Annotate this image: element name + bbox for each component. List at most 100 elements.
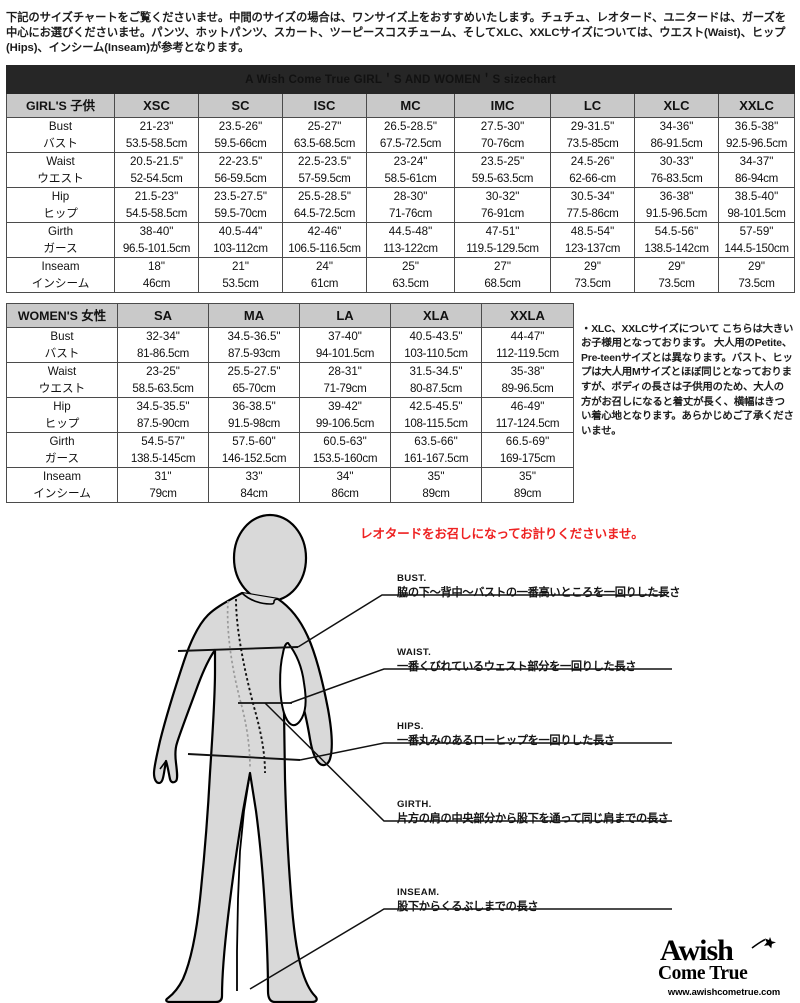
- womens-rowlabel-header: WOMEN'S 女性: [6, 302, 118, 328]
- cell-inseam-imc: 27" 68.5cm: [454, 256, 551, 293]
- callout-hips: HIPS. 一番丸みのあるローヒップを一回りした長さ: [397, 721, 697, 749]
- row-label-en: Bust: [48, 119, 73, 133]
- cell-hip-xla: 42.5-45.5" 108-115.5cm: [390, 396, 482, 433]
- table-row: Waist ウエスト 23-25" 58.5-63.5cm 25.5-27.5" 6…: [6, 361, 574, 398]
- girls-header-row: GIRL'S 子供 XSC SC ISC MC IMC LC XLC XXLC: [6, 92, 796, 118]
- row-label-inseam: Inseam インシーム: [6, 256, 115, 293]
- row-label-girth: Girth ガース: [6, 431, 118, 468]
- logo-line-awish: Awish: [654, 935, 794, 965]
- cell-waist-sc: 22-23.5" 56-59.5cm: [198, 151, 283, 188]
- cell-waist-la: 28-31" 71-79cm: [299, 361, 391, 398]
- row-label-girth: Girth ガース: [6, 221, 115, 258]
- cell-inseam-mc: 25" 63.5cm: [366, 256, 455, 293]
- callout-description: 一番くびれているウェスト部分を一回りした長さ: [397, 660, 637, 673]
- womens-col-header-xxla: XXLA: [481, 302, 574, 328]
- cell-waist-xxla: 35-38" 89-96.5cm: [481, 361, 574, 398]
- callout-description: 脇の下～背中～バストの一番高いところを一回りした長さ: [397, 586, 681, 599]
- girls-col-header-xsc: XSC: [114, 92, 199, 118]
- table-row: Inseam インシーム 18" 46cm 21" 53.5cm 24" 61cm 2…: [6, 256, 796, 293]
- callout-description: 片方の肩の中央部分から股下を通って同じ肩までの長さ: [397, 812, 669, 825]
- callout-waist: WAIST. 一番くびれているウェスト部分を一回りした長さ: [397, 647, 697, 675]
- cell-girth-xlc: 54.5-56" 138.5-142cm: [634, 221, 719, 258]
- cell-waist-xsc: 20.5-21.5" 52-54.5cm: [114, 151, 199, 188]
- table-row: Hip ヒップ 21.5-23" 54.5-58.5cm 23.5-27.5" 59…: [6, 186, 796, 223]
- cell-hip-xsc: 21.5-23" 54.5-58.5cm: [114, 186, 199, 223]
- callout-caption: INSEAM.: [397, 886, 440, 898]
- row-label-en: Girth: [47, 224, 74, 238]
- row-label-jp: ガース: [43, 241, 78, 255]
- row-label-en: Girth: [49, 434, 75, 448]
- row-label-inseam: Inseam インシーム: [6, 466, 118, 503]
- row-label-jp: ヒップ: [44, 416, 80, 430]
- cell-waist-isc: 22.5-23.5" 57-59.5cm: [282, 151, 367, 188]
- row-label-en: Hip: [53, 399, 71, 413]
- cell-waist-lc: 24.5-26" 62-66-cm: [550, 151, 635, 188]
- callout-girth: GIRTH. 片方の肩の中央部分から股下を通って同じ肩までの長さ: [397, 799, 697, 827]
- cell-girth-xla: 63.5-66" 161-167.5cm: [390, 431, 482, 468]
- cell-inseam-xsc: 18" 46cm: [114, 256, 199, 293]
- table-row: Inseam インシーム 31" 79cm 33" 84cm 34" 86cm 35"…: [6, 466, 574, 503]
- row-label-bust: Bust バスト: [6, 116, 115, 153]
- cell-inseam-xlc: 29" 73.5cm: [634, 256, 719, 293]
- girls-col-header-xxlc: XXLC: [717, 92, 796, 118]
- girls-col-header-mc: MC: [366, 92, 455, 118]
- measurement-diagram: レオタードをお召しになってお計りくださいませ。: [0, 511, 800, 1003]
- cell-bust-xla: 40.5-43.5" 103-110.5cm: [390, 326, 482, 363]
- cell-waist-mc: 23-24" 58.5-61cm: [366, 151, 455, 188]
- cell-inseam-xxlc: 29" 73.5cm: [717, 256, 796, 293]
- xlc-xxlc-note: ・XLC、XXLCサイズについて こちらは大きいお子様用となっております。 大人…: [581, 323, 794, 437]
- womens-sizechart-table: WOMEN'S 女性 SA MA LA XLA XXLA Bust バスト 32…: [6, 302, 574, 503]
- row-label-jp: インシーム: [31, 276, 90, 290]
- cell-hip-xxlc: 38.5-40" 98-101.5cm: [717, 186, 796, 223]
- cell-inseam-xla: 35" 89cm: [390, 466, 482, 503]
- girls-col-header-lc: LC: [550, 92, 635, 118]
- shooting-star-icon: [751, 936, 776, 949]
- cell-hip-sc: 23.5-27.5" 59.5-70cm: [198, 186, 283, 223]
- cell-inseam-sc: 21" 53.5cm: [198, 256, 283, 293]
- row-label-en: Hip: [51, 189, 70, 203]
- cell-bust-xxla: 44-47" 112-119.5cm: [481, 326, 574, 363]
- womens-sizechart-wrap: WOMEN'S 女性 SA MA LA XLA XXLA Bust バスト 32…: [6, 302, 574, 503]
- cell-inseam-la: 34" 86cm: [299, 466, 391, 503]
- cell-waist-imc: 23.5-25" 59.5-63.5cm: [454, 151, 551, 188]
- callout-description: 一番丸みのあるローヒップを一回りした長さ: [397, 734, 615, 747]
- cell-girth-ma: 57.5-60" 146-152.5cm: [208, 431, 300, 468]
- cell-inseam-isc: 24" 61cm: [282, 256, 367, 293]
- row-label-hip: Hip ヒップ: [6, 396, 118, 433]
- row-label-jp: ガース: [44, 451, 80, 465]
- row-label-jp: インシーム: [33, 486, 91, 500]
- body-silhouette-figure: [152, 513, 333, 1003]
- table-row: Hip ヒップ 34.5-35.5" 87.5-90cm 36-38.5" 91.5…: [6, 396, 574, 433]
- cell-girth-lc: 48.5-54" 123-137cm: [550, 221, 635, 258]
- table-row: Girth ガース 38-40" 96.5-101.5cm 40.5-44" 103…: [6, 221, 796, 258]
- cell-bust-xsc: 21-23" 53.5-58.5cm: [114, 116, 199, 153]
- girls-sizechart-table: A Wish Come True GIRL＇S AND WOMEN＇S size…: [5, 64, 796, 293]
- cell-hip-ma: 36-38.5" 91.5-98cm: [208, 396, 300, 433]
- cell-inseam-sa: 31" 79cm: [117, 466, 209, 503]
- callout-caption: GIRTH.: [397, 798, 432, 810]
- row-label-en: Inseam: [42, 469, 82, 483]
- row-label-en: Waist: [47, 364, 77, 378]
- girls-sizechart-wrap: A Wish Come True GIRL＇S AND WOMEN＇S size…: [0, 64, 800, 293]
- row-label-bust: Bust バスト: [6, 326, 118, 363]
- logo-line-cometrue: Come True: [658, 962, 748, 984]
- banner-row: A Wish Come True GIRL＇S AND WOMEN＇S size…: [5, 64, 796, 94]
- table-row: Bust バスト 32-34" 81-86.5cm 34.5-36.5" 87.5-…: [6, 326, 574, 363]
- girls-col-header-sc: SC: [198, 92, 283, 118]
- cell-girth-xxla: 66.5-69" 169-175cm: [481, 431, 574, 468]
- cell-inseam-ma: 33" 84cm: [208, 466, 300, 503]
- leader-lines: [249, 593, 672, 990]
- cell-hip-mc: 28-30" 71-76cm: [366, 186, 455, 223]
- row-label-waist: Waist ウエスト: [6, 151, 115, 188]
- cell-girth-mc: 44.5-48" 113-122cm: [366, 221, 455, 258]
- table-row: Waist ウエスト 20.5-21.5" 52-54.5cm 22-23.5" 5…: [6, 151, 796, 188]
- womens-col-header-la: LA: [299, 302, 391, 328]
- row-label-jp: ウエスト: [37, 171, 84, 185]
- cell-bust-xlc: 34-36" 86-91.5cm: [634, 116, 719, 153]
- cell-hip-la: 39-42" 99-106.5cm: [299, 396, 391, 433]
- leotard-instruction-heading: レオタードをお召しになってお計りくださいませ。: [360, 526, 644, 541]
- callout-caption: WAIST.: [397, 646, 432, 658]
- girls-rowlabel-header: GIRL'S 子供: [6, 92, 115, 118]
- cell-inseam-xxla: 35" 89cm: [481, 466, 574, 503]
- row-label-en: Waist: [46, 154, 75, 168]
